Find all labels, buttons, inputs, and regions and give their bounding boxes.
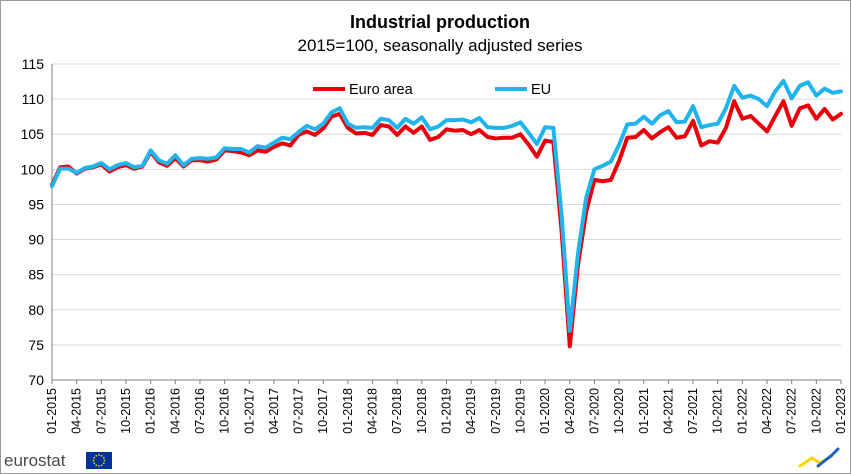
x-tick-label-01-2017: 01-2017 — [242, 388, 256, 434]
x-tick-label-04-2018: 04-2018 — [366, 388, 380, 434]
x-tick-label-01-2018: 01-2018 — [341, 388, 355, 434]
eu-flag-icon — [86, 452, 112, 469]
x-tick-label-07-2017: 07-2017 — [292, 388, 306, 434]
y-tick-label-100: 100 — [21, 161, 45, 177]
y-tick-label-95: 95 — [28, 196, 44, 212]
y-tick-label-80: 80 — [28, 302, 44, 318]
x-tick-label-10-2015: 10-2015 — [119, 388, 133, 434]
x-tick-label-07-2018: 07-2018 — [390, 388, 404, 434]
y-tick-label-105: 105 — [21, 126, 45, 142]
gridlines — [52, 63, 841, 346]
x-tick-label-07-2019: 07-2019 — [489, 388, 503, 434]
x-tick-label-10-2021: 10-2021 — [711, 388, 725, 434]
series-line-eu — [50, 78, 843, 333]
x-tick-label-10-2017: 10-2017 — [316, 388, 330, 434]
x-tick-label-04-2016: 04-2016 — [168, 388, 182, 434]
y-tick-label-110: 110 — [22, 91, 45, 107]
x-tick-label-10-2022: 10-2022 — [809, 388, 823, 434]
x-tick-label-10-2020: 10-2020 — [612, 388, 626, 434]
x-tick-label-07-2016: 07-2016 — [193, 388, 207, 434]
x-tick-label-04-2021: 04-2021 — [661, 388, 675, 434]
x-tick-label-01-2022: 01-2022 — [735, 388, 749, 434]
y-tick-label-90: 90 — [28, 232, 44, 248]
x-tick-label-01-2021: 01-2021 — [637, 388, 651, 434]
x-tick-label-01-2019: 01-2019 — [440, 388, 454, 434]
x-tick-label-04-2017: 04-2017 — [267, 388, 281, 434]
y-tick-label-70: 70 — [28, 372, 44, 388]
y-axis-ticks: 70 75 80 85 90 95 100 105 110 115 — [21, 56, 45, 388]
x-tick-label-07-2021: 07-2021 — [686, 388, 700, 434]
x-tick-label-10-2016: 10-2016 — [218, 388, 232, 434]
x-tick-label-01-2023: 01-2023 — [834, 388, 848, 434]
legend-label-euro-area: Euro area — [349, 82, 414, 98]
legend: Euro area EU — [313, 82, 551, 98]
x-tick-label-01-2020: 01-2020 — [538, 388, 552, 434]
x-tick-label-04-2022: 04-2022 — [760, 388, 774, 434]
x-tick-label-10-2019: 10-2019 — [513, 388, 527, 434]
chart-title: Industrial production — [350, 12, 530, 32]
y-tick-label-85: 85 — [28, 267, 44, 283]
eurostat-logo: eurostat — [4, 451, 112, 470]
x-tick-label-04-2020: 04-2020 — [563, 388, 577, 434]
x-tick-label-07-2015: 07-2015 — [94, 388, 108, 434]
x-tick-label-07-2022: 07-2022 — [785, 388, 799, 434]
corner-swoosh-icon — [798, 447, 840, 468]
x-tick-label-10-2018: 10-2018 — [415, 388, 429, 434]
x-tick-label-04-2019: 04-2019 — [464, 388, 478, 434]
x-tick-label-01-2016: 01-2016 — [144, 388, 158, 434]
eurostat-wordmark: eurostat — [4, 451, 66, 470]
x-tick-label-04-2015: 04-2015 — [70, 388, 84, 434]
x-tick-label-07-2020: 07-2020 — [587, 388, 601, 434]
y-tick-label-75: 75 — [28, 337, 44, 353]
chart-subtitle: 2015=100, seasonally adjusted series — [298, 36, 583, 55]
series-lines — [50, 78, 843, 349]
x-axis-ticks: 01-2015 04-2015 07-2015 10-2015 01-2016 04-20… — [45, 380, 848, 434]
legend-label-eu: EU — [531, 82, 551, 98]
x-tick-label-01-2015: 01-2015 — [45, 388, 59, 434]
y-tick-label-115: 115 — [22, 56, 45, 72]
